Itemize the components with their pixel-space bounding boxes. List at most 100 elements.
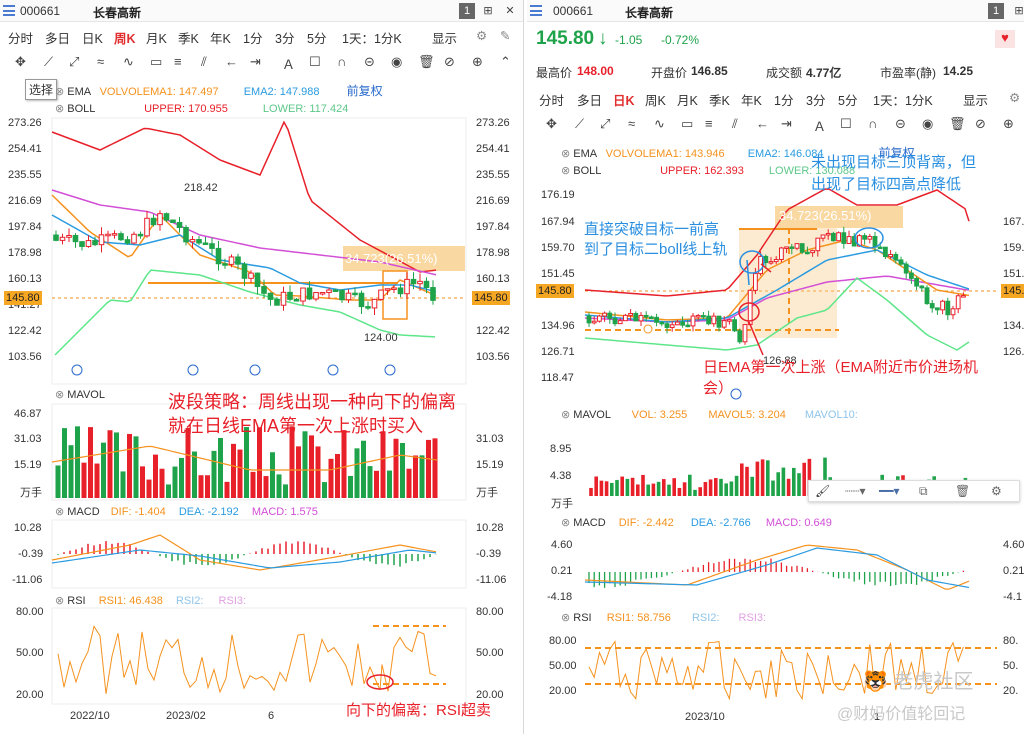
fib-tool-icon[interactable]: ≡: [705, 116, 713, 131]
line-tool-icon[interactable]: ⟋: [575, 116, 585, 131]
eye-icon[interactable]: ◉: [391, 54, 403, 69]
hide-icon[interactable]: ⊘: [975, 116, 986, 131]
ray-tool-icon[interactable]: ⤢: [69, 54, 80, 69]
rights-toggle[interactable]: 前复权: [346, 84, 383, 98]
rsi-tick-right: 20.00: [476, 689, 504, 701]
window-number-icon[interactable]: 1: [459, 3, 475, 19]
delete-icon[interactable]: 🗑: [949, 116, 966, 131]
current-price-tag: 145.80: [536, 284, 574, 298]
hide-icon[interactable]: ⊘: [444, 54, 455, 69]
rect-tool-icon[interactable]: ☐: [309, 54, 321, 69]
layout-icon[interactable]: ⊞: [1014, 5, 1024, 17]
settings-gear-icon[interactable]: ⚙: [991, 484, 1002, 498]
channel-tool-icon[interactable]: ▭: [150, 54, 163, 69]
candle-body: [893, 253, 899, 261]
lock-icon[interactable]: ⊝: [895, 116, 906, 131]
arrow-tool-icon[interactable]: ←: [225, 54, 238, 69]
boll-close-icon[interactable]: ⊗: [561, 165, 571, 177]
tab-monthly[interactable]: 月K: [146, 32, 167, 46]
wave-tool-icon[interactable]: ∿: [123, 54, 134, 69]
tab-intraday[interactable]: 分时: [539, 94, 565, 108]
period-select[interactable]: 1天：1分K: [873, 94, 933, 108]
tab-yearly[interactable]: 年K: [210, 32, 231, 46]
lock-icon[interactable]: ⊝: [364, 54, 375, 69]
vol-close-icon[interactable]: ⊗: [561, 409, 571, 421]
macd-close-icon[interactable]: ⊗: [55, 506, 65, 518]
tab-5min[interactable]: 5分: [307, 32, 327, 46]
arrow-tool-icon[interactable]: ←: [756, 116, 769, 131]
tab-3min[interactable]: 3分: [806, 94, 826, 108]
tab-multiday[interactable]: 多日: [577, 94, 603, 108]
tab-5min[interactable]: 5分: [838, 94, 858, 108]
line-width-icon[interactable]: ━━▾: [879, 484, 900, 498]
tab-weekly[interactable]: 周K: [114, 32, 136, 46]
multi-line-icon[interactable]: ≈: [97, 54, 105, 69]
magnify-icon[interactable]: ⊕: [472, 54, 483, 69]
vol-close-icon[interactable]: ⊗: [55, 389, 65, 401]
vol-tick: 15.19: [14, 459, 42, 471]
window-number-icon[interactable]: 1: [988, 3, 1004, 19]
edit-pen-icon[interactable]: ✎: [500, 29, 511, 43]
measure-tool-icon[interactable]: ⇥: [250, 54, 261, 69]
close-icon[interactable]: ✕: [505, 5, 515, 17]
channel-tool-icon[interactable]: ▭: [681, 116, 694, 131]
text-tool-icon[interactable]: Ａ: [813, 119, 827, 134]
volume-bar: [367, 466, 373, 498]
parallel-tool-icon[interactable]: ⫽: [732, 116, 738, 131]
layout-icon[interactable]: ⊞: [483, 5, 493, 17]
magnet-icon[interactable]: ∩: [337, 54, 347, 69]
multi-line-icon[interactable]: ≈: [628, 116, 636, 131]
parallel-tool-icon[interactable]: ⫽: [201, 54, 207, 69]
magnify-icon[interactable]: ⊕: [1003, 116, 1014, 131]
tab-yearly[interactable]: 年K: [741, 94, 762, 108]
macd-close-icon[interactable]: ⊗: [561, 517, 571, 529]
chevron-up-icon[interactable]: ⌃: [500, 54, 511, 69]
tab-daily[interactable]: 日K: [82, 32, 103, 46]
right-chart-canvas[interactable]: [527, 0, 1024, 734]
wave-tool-icon[interactable]: ∿: [654, 116, 665, 131]
tab-3min[interactable]: 3分: [275, 32, 295, 46]
tab-quarterly[interactable]: 季K: [709, 94, 730, 108]
tab-1min[interactable]: 1分: [774, 94, 794, 108]
settings-gear-icon[interactable]: ⚙: [476, 29, 488, 43]
display-menu[interactable]: 显示: [963, 94, 989, 108]
menu-icon[interactable]: [3, 5, 15, 16]
favorite-heart-icon[interactable]: ♥: [995, 30, 1015, 48]
fib-tool-icon[interactable]: ≡: [174, 54, 182, 69]
menu-icon[interactable]: [530, 5, 542, 16]
tab-1min[interactable]: 1分: [243, 32, 263, 46]
boll-close-icon[interactable]: ⊗: [55, 103, 65, 115]
display-menu[interactable]: 显示: [432, 32, 458, 46]
low-label: 124.00: [364, 332, 398, 344]
dash-style-icon[interactable]: ┈┈▾: [845, 484, 866, 498]
rsi-close-icon[interactable]: ⊗: [55, 595, 65, 607]
magnet-icon[interactable]: ∩: [868, 116, 878, 131]
tab-monthly[interactable]: 月K: [677, 94, 698, 108]
ema-close-icon[interactable]: ⊗: [55, 86, 65, 98]
rect-tool-icon[interactable]: ☐: [840, 116, 852, 131]
delete-icon[interactable]: 🗑: [418, 54, 435, 69]
price-tick-right: 235.55: [476, 169, 510, 181]
settings-gear-icon[interactable]: ⚙: [1009, 91, 1021, 105]
tab-weekly[interactable]: 周K: [645, 94, 666, 108]
crosshair-move-icon[interactable]: ✥: [15, 54, 26, 69]
text-tool-icon[interactable]: Ａ: [282, 57, 296, 72]
rights-toggle[interactable]: 前复权: [878, 146, 915, 160]
left-chart-canvas[interactable]: [0, 0, 524, 734]
eye-icon[interactable]: ◉: [922, 116, 934, 131]
ray-tool-icon[interactable]: ⤢: [600, 116, 611, 131]
line-tool-icon[interactable]: ⟋: [44, 54, 54, 69]
macd-value: MACD: 0.649: [765, 517, 832, 529]
period-select[interactable]: 1天：1分K: [342, 32, 402, 46]
crosshair-move-icon[interactable]: ✥: [546, 116, 557, 131]
tab-daily[interactable]: 日K: [613, 94, 635, 108]
copy-icon[interactable]: ⧉: [919, 484, 928, 498]
ema-close-icon[interactable]: ⊗: [561, 148, 571, 160]
measure-tool-icon[interactable]: ⇥: [781, 116, 792, 131]
tab-intraday[interactable]: 分时: [8, 32, 34, 46]
trash-icon[interactable]: 🗑: [955, 484, 971, 498]
brush-icon[interactable]: 🖌: [815, 484, 831, 498]
tab-quarterly[interactable]: 季K: [178, 32, 199, 46]
rsi-close-icon[interactable]: ⊗: [561, 612, 571, 624]
tab-multiday[interactable]: 多日: [45, 32, 71, 46]
